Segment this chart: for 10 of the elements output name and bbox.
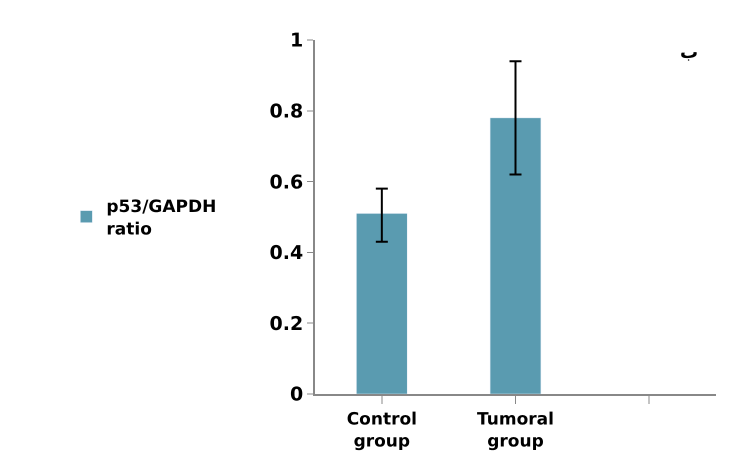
y-tick-label: 0.4 xyxy=(270,242,304,264)
y-tick-label: 0.6 xyxy=(270,171,304,194)
x-tick-label: Tumoral group xyxy=(477,409,554,452)
y-tick-label: 0 xyxy=(290,384,304,406)
y-tick-label: 0.8 xyxy=(270,100,304,122)
legend-label: p53/GAPDH ratio xyxy=(106,197,216,240)
y-tick-label: 0.2 xyxy=(270,312,304,335)
y-tick-label: 1 xyxy=(290,30,304,52)
x-tick-label: Control group xyxy=(346,409,417,452)
annotation: ب xyxy=(680,42,698,63)
